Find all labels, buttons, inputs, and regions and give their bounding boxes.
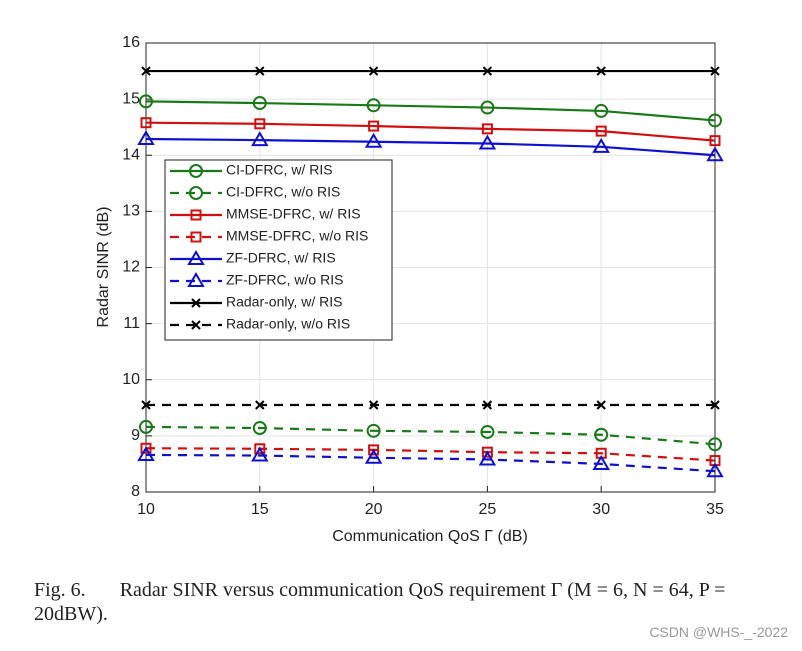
y-tick-label: 16 <box>122 34 140 51</box>
marker <box>708 437 722 452</box>
marker <box>191 320 201 330</box>
marker <box>592 454 610 470</box>
legend: CI-DFRC, w/ RIS CI-DFRC, w/o RIS MMSE-DFRC… <box>164 159 393 341</box>
marker <box>141 66 151 76</box>
marker <box>190 231 202 243</box>
x-tick-label: 20 <box>365 501 383 518</box>
plot-frame <box>145 42 716 493</box>
series-line <box>145 100 716 122</box>
marker <box>706 462 724 478</box>
chart: Communication QoS Γ (dB) Radar SINR (dB)… <box>95 34 724 545</box>
marker <box>141 400 151 410</box>
legend-label: ZF-DFRC, w/ RIS <box>226 250 336 266</box>
marker <box>251 446 269 462</box>
marker <box>595 125 607 137</box>
legend-label: CI-DFRC, w/o RIS <box>226 184 340 200</box>
legend-label: Radar-only, w/o RIS <box>226 316 350 332</box>
marker <box>478 134 497 150</box>
marker <box>594 427 609 442</box>
marker <box>481 123 493 135</box>
marker <box>480 100 495 115</box>
caption-text: Radar SINR versus communication QoS requ… <box>34 579 726 625</box>
y-axis-label: Radar SINR (dB) <box>95 207 112 328</box>
x-tick-label: 25 <box>479 501 497 518</box>
marker <box>255 66 265 76</box>
marker <box>709 135 721 147</box>
marker <box>255 400 265 410</box>
x-tick-label: 30 <box>592 501 610 518</box>
series-line <box>145 121 716 142</box>
marker <box>191 298 201 308</box>
marker <box>366 98 381 113</box>
marker <box>710 66 720 76</box>
marker <box>594 103 609 118</box>
y-tick-label: 12 <box>122 259 140 276</box>
marker <box>481 446 493 458</box>
y-tick-label: 13 <box>122 203 140 220</box>
y-tick-label: 9 <box>131 427 140 444</box>
legend-label: CI-DFRC, w/ RIS <box>226 162 333 178</box>
marker <box>254 443 266 455</box>
marker <box>596 66 606 76</box>
marker <box>139 94 153 109</box>
marker <box>596 400 606 410</box>
marker <box>189 164 203 178</box>
marker <box>252 421 267 436</box>
legend-box <box>164 159 393 341</box>
y-tick-label: 10 <box>122 371 140 388</box>
x-tick-label: 35 <box>706 501 724 518</box>
marker <box>368 444 380 456</box>
legend-label: ZF-DFRC, w/o RIS <box>226 272 343 288</box>
series-line <box>145 137 716 157</box>
marker <box>187 272 205 287</box>
caption: Fig. 6. Radar SINR versus communication Q… <box>34 578 794 626</box>
marker <box>251 131 269 147</box>
marker <box>368 66 379 76</box>
marker <box>480 424 495 439</box>
legend-label: MMSE-DFRC, w/o RIS <box>226 228 368 244</box>
x-tick-label: 15 <box>251 501 269 518</box>
marker <box>706 146 724 162</box>
marker <box>187 250 205 265</box>
marker <box>482 400 493 410</box>
marker <box>140 442 152 454</box>
legend-label: Radar-only, w/ RIS <box>226 294 342 310</box>
marker <box>368 400 379 410</box>
caption-label: Fig. 6. <box>34 579 86 601</box>
marker <box>139 419 153 434</box>
x-axis-label: Communication QoS Γ (dB) <box>332 528 528 545</box>
marker <box>368 120 380 132</box>
y-tick-label: 15 <box>122 90 140 107</box>
marker <box>708 113 722 128</box>
marker <box>710 400 720 410</box>
watermark: CSDN @WHS-_-2022 <box>649 624 788 640</box>
marker <box>366 423 381 438</box>
marker <box>592 137 610 153</box>
marker <box>478 450 497 466</box>
marker <box>252 96 267 111</box>
x-tick-label: 10 <box>137 501 155 518</box>
marker <box>140 117 152 129</box>
y-tick-label: 8 <box>131 483 140 500</box>
legend-label: MMSE-DFRC, w/ RIS <box>226 206 361 222</box>
marker <box>254 118 266 130</box>
marker <box>364 132 383 148</box>
marker <box>137 129 155 145</box>
y-tick-label: 14 <box>122 146 140 163</box>
marker <box>189 186 203 200</box>
y-tick-label: 11 <box>123 315 140 332</box>
marker <box>482 66 493 76</box>
marker <box>364 448 383 464</box>
marker <box>137 445 155 461</box>
marker <box>190 209 202 221</box>
